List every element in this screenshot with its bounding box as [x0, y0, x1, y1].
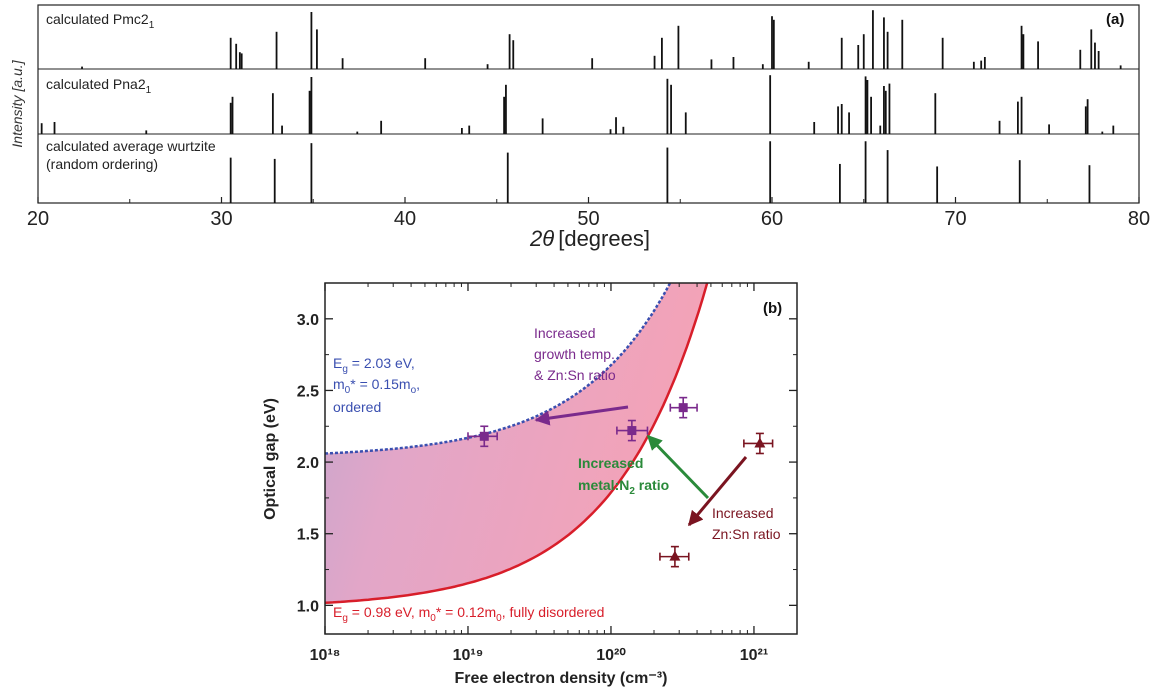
xtick-a-label: 70	[944, 208, 966, 230]
ytick-b-label: 1.0	[297, 598, 319, 615]
xtick-b-label: 10¹⁸	[310, 647, 341, 664]
xtick-a-label: 30	[210, 208, 232, 230]
panel-a-frame	[37, 4, 1140, 204]
xtick-b-label: 10²⁰	[596, 647, 626, 664]
datapoint-square-0	[467, 425, 498, 448]
series-label-wurtzite: calculated average wurtzite (random order…	[46, 138, 216, 172]
panel-a-label: (a)	[1106, 11, 1124, 28]
panel-b-xlabel: Free electron density (cm⁻³)	[455, 670, 668, 687]
ytick-b-label: 1.5	[297, 527, 319, 544]
datapoint-square-1	[616, 419, 649, 442]
xtick-a-label: 20	[27, 208, 49, 230]
panel-a-xlabel-unit: [degrees]	[558, 226, 650, 251]
annotation-znsn: Increased Zn:Sn ratio	[712, 505, 781, 542]
xtick-a-label: 40	[394, 208, 416, 230]
annotation-disordered: Eg = 0.98 eV, m0* = 0.12m0, fully disord…	[333, 604, 604, 624]
panel-b: 10¹⁸ 10¹⁹ 10²⁰ 10²¹ 1.0 1.5 2.0 2.5 3.0 (b) Eg =…	[262, 282, 798, 687]
panel-b-arrows	[534, 405, 748, 527]
panel-a-xticks: 20 30 40 50 60 70 80	[27, 197, 1150, 230]
panel-b-ticks: 10¹⁸ 10¹⁹ 10²⁰ 10²¹ 1.0 1.5 2.0 2.5 3.0	[297, 283, 798, 664]
panel-a-xlabel: 2θ [degrees]	[529, 226, 650, 251]
datapoint-triangle-1	[659, 545, 690, 568]
panel-b-points	[467, 396, 774, 568]
panel-a: 20 30 40 50 60 70 80 calculated Pmc21 calculat…	[9, 4, 1150, 251]
annotation-growth: Increased growth temp. & Zn:Sn ratio	[534, 325, 619, 383]
xtick-b-label: 10¹⁹	[453, 647, 484, 664]
xtick-a-label: 60	[761, 208, 783, 230]
disordered-curve	[325, 283, 709, 605]
ytick-b-label: 2.0	[297, 455, 319, 472]
band-fill	[325, 283, 708, 603]
series-label-pmc21: calculated Pmc21	[46, 11, 155, 31]
panel-a-ylabel: Intensity [a.u.]	[9, 59, 25, 147]
xtick-a-label: 50	[577, 208, 599, 230]
series-label-pna21: calculated Pna21	[46, 76, 152, 96]
panel-b-label: (b)	[763, 300, 782, 317]
panel-a-peaks	[40, 10, 1122, 203]
datapoint-triangle-0	[743, 432, 774, 455]
ytick-b-label: 2.5	[297, 383, 319, 400]
metal-arrow	[646, 434, 710, 500]
annotation-metal: Increased metal:N2 ratio	[578, 455, 669, 497]
panel-a-xlabel-symbol: 2θ	[529, 226, 554, 251]
annotation-ordered: Eg = 2.03 eV, m0* = 0.15mo, ordered	[333, 355, 424, 415]
znsn-arrow	[687, 456, 748, 527]
growth-arrow	[534, 405, 629, 426]
panel-b-ylabel: Optical gap (eV)	[262, 398, 279, 520]
xtick-a-label: 80	[1128, 208, 1150, 230]
panel-b-frame	[324, 282, 798, 635]
xtick-b-label: 10²¹	[740, 647, 768, 664]
ytick-b-label: 3.0	[297, 312, 319, 329]
datapoint-square-2	[669, 396, 698, 419]
